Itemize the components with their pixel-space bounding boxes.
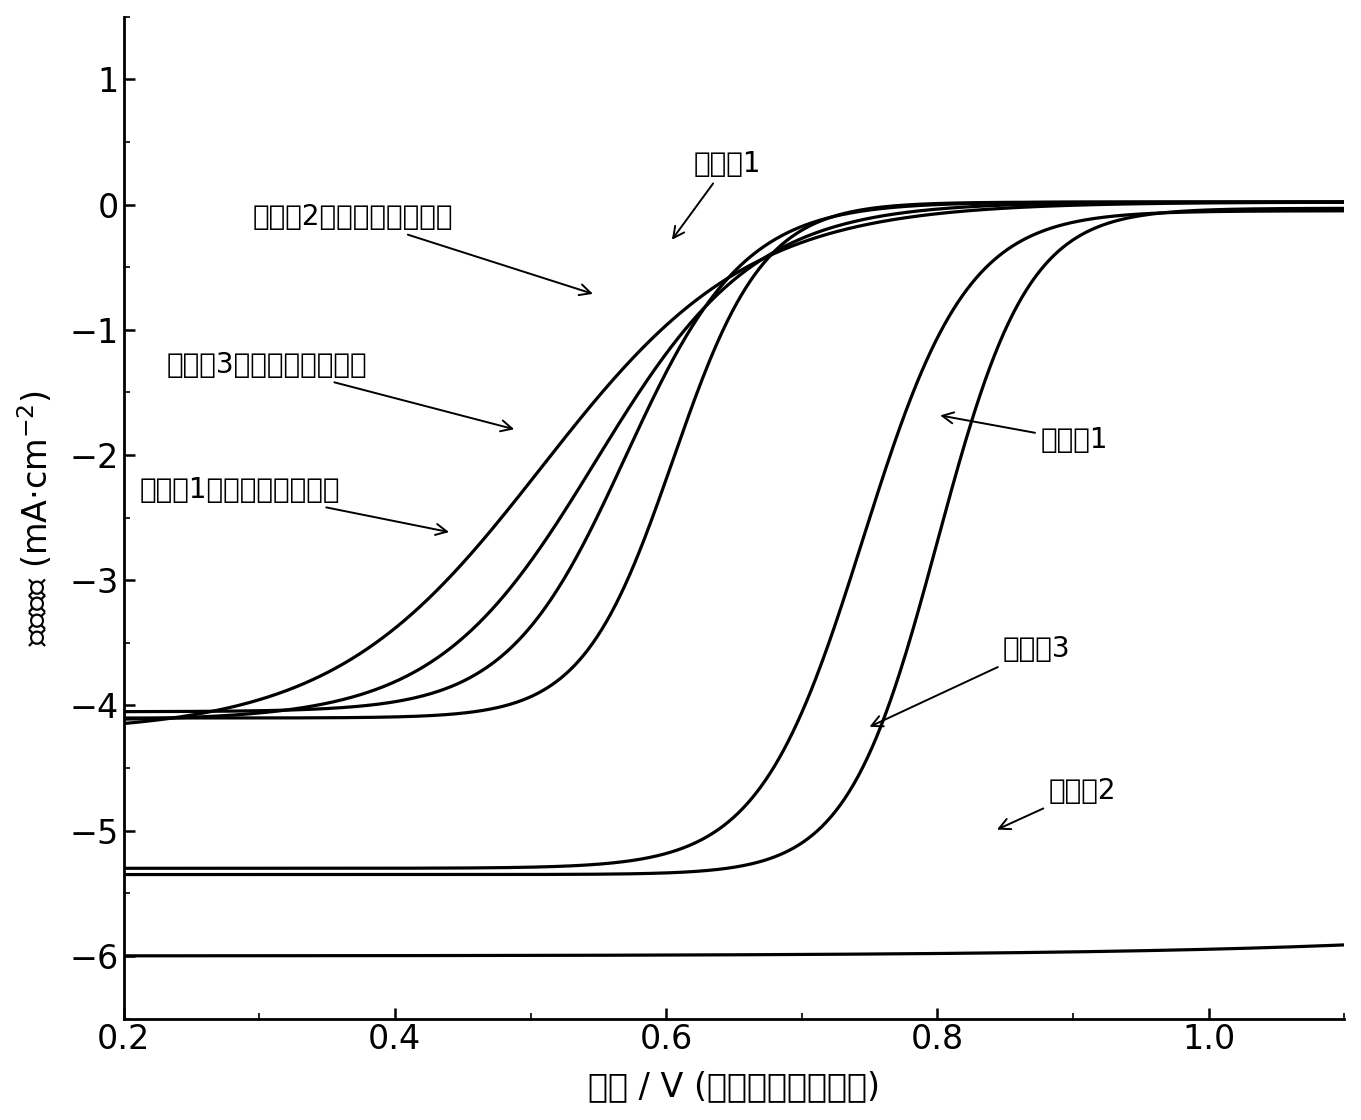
- Y-axis label: 电流密度 (mA·cm$^{-2}$): 电流密度 (mA·cm$^{-2}$): [16, 390, 56, 645]
- Text: 实施例2（第一步前驱体）: 实施例2（第一步前驱体）: [252, 203, 591, 295]
- Text: 实施例3（第一步前驱体）: 实施例3（第一步前驱体）: [167, 351, 512, 431]
- Text: 对比例1: 对比例1: [942, 412, 1108, 454]
- Text: 实施例2: 实施例2: [999, 776, 1116, 829]
- Text: 实施例1（第一步前驱体）: 实施例1（第一步前驱体）: [140, 476, 446, 535]
- X-axis label: 电压 / V (相对于可逆氢电极): 电压 / V (相对于可逆氢电极): [588, 1071, 881, 1103]
- Text: 实施例3: 实施例3: [871, 635, 1070, 726]
- Text: 实施例1: 实施例1: [674, 150, 761, 239]
